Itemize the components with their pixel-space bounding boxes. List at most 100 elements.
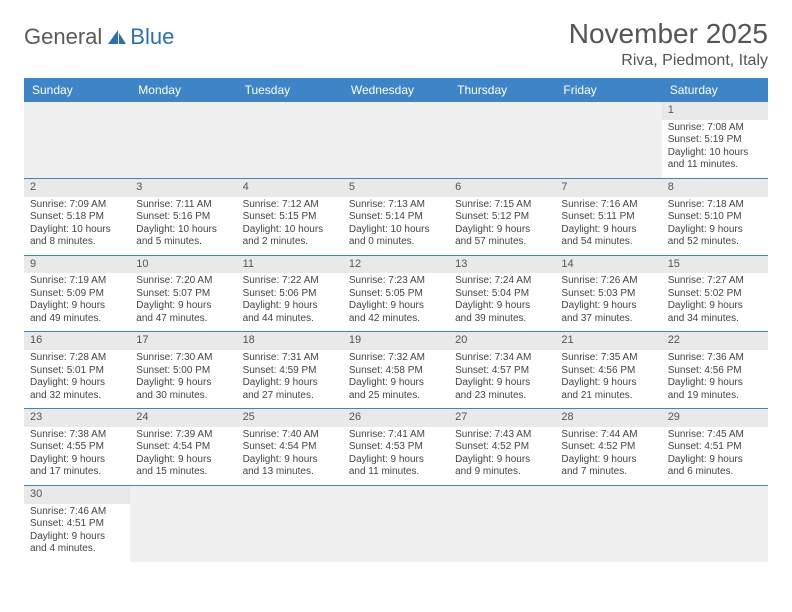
sunrise-line: Sunrise: 7:24 AM <box>455 275 549 288</box>
day-number: 1 <box>662 102 768 120</box>
calendar-week: 16Sunrise: 7:28 AMSunset: 5:01 PMDayligh… <box>24 332 768 409</box>
daylight-line: Daylight: 9 hours and 17 minutes. <box>30 454 124 479</box>
day-number: 4 <box>237 179 343 197</box>
day-number: 10 <box>130 256 236 274</box>
sunrise-line: Sunrise: 7:35 AM <box>561 352 655 365</box>
calendar-body: 1Sunrise: 7:08 AMSunset: 5:19 PMDaylight… <box>24 102 768 562</box>
sunset-line: Sunset: 4:54 PM <box>136 441 230 454</box>
day-number: 2 <box>24 179 130 197</box>
calendar-day: 10Sunrise: 7:20 AMSunset: 5:07 PMDayligh… <box>130 255 236 332</box>
logo: General Blue <box>24 24 174 50</box>
sunset-line: Sunset: 5:10 PM <box>668 211 762 224</box>
day-number: 16 <box>24 332 130 350</box>
sunset-line: Sunset: 5:00 PM <box>136 365 230 378</box>
calendar-day: 14Sunrise: 7:26 AMSunset: 5:03 PMDayligh… <box>555 255 661 332</box>
sunset-line: Sunset: 5:06 PM <box>243 288 337 301</box>
sunset-line: Sunset: 4:56 PM <box>668 365 762 378</box>
calendar-empty <box>343 485 449 561</box>
calendar-day: 22Sunrise: 7:36 AMSunset: 4:56 PMDayligh… <box>662 332 768 409</box>
day-number: 12 <box>343 256 449 274</box>
sunrise-line: Sunrise: 7:12 AM <box>243 199 337 212</box>
calendar-day: 15Sunrise: 7:27 AMSunset: 5:02 PMDayligh… <box>662 255 768 332</box>
weekday-header: Sunday <box>24 78 130 102</box>
daylight-line: Daylight: 9 hours and 34 minutes. <box>668 300 762 325</box>
calendar-day: 11Sunrise: 7:22 AMSunset: 5:06 PMDayligh… <box>237 255 343 332</box>
day-number: 18 <box>237 332 343 350</box>
logo-text-2: Blue <box>130 24 174 50</box>
daylight-line: Daylight: 9 hours and 30 minutes. <box>136 377 230 402</box>
weekday-header: Thursday <box>449 78 555 102</box>
calendar-day: 27Sunrise: 7:43 AMSunset: 4:52 PMDayligh… <box>449 409 555 486</box>
daylight-line: Daylight: 10 hours and 5 minutes. <box>136 224 230 249</box>
sunrise-line: Sunrise: 7:46 AM <box>30 506 124 519</box>
day-number: 7 <box>555 179 661 197</box>
calendar-empty <box>555 485 661 561</box>
daylight-line: Daylight: 9 hours and 49 minutes. <box>30 300 124 325</box>
sunset-line: Sunset: 5:11 PM <box>561 211 655 224</box>
daylight-line: Daylight: 9 hours and 52 minutes. <box>668 224 762 249</box>
sunset-line: Sunset: 5:04 PM <box>455 288 549 301</box>
daylight-line: Daylight: 9 hours and 21 minutes. <box>561 377 655 402</box>
sunset-line: Sunset: 5:02 PM <box>668 288 762 301</box>
sunrise-line: Sunrise: 7:36 AM <box>668 352 762 365</box>
calendar-day: 8Sunrise: 7:18 AMSunset: 5:10 PMDaylight… <box>662 178 768 255</box>
daylight-line: Daylight: 10 hours and 11 minutes. <box>668 147 762 172</box>
daylight-line: Daylight: 9 hours and 44 minutes. <box>243 300 337 325</box>
day-number: 3 <box>130 179 236 197</box>
daylight-line: Daylight: 9 hours and 23 minutes. <box>455 377 549 402</box>
sunset-line: Sunset: 4:51 PM <box>30 518 124 531</box>
daylight-line: Daylight: 9 hours and 47 minutes. <box>136 300 230 325</box>
day-number: 29 <box>662 409 768 427</box>
calendar-week: 1Sunrise: 7:08 AMSunset: 5:19 PMDaylight… <box>24 102 768 178</box>
day-number: 13 <box>449 256 555 274</box>
calendar-day: 2Sunrise: 7:09 AMSunset: 5:18 PMDaylight… <box>24 178 130 255</box>
daylight-line: Daylight: 9 hours and 6 minutes. <box>668 454 762 479</box>
day-number: 8 <box>662 179 768 197</box>
calendar-day: 18Sunrise: 7:31 AMSunset: 4:59 PMDayligh… <box>237 332 343 409</box>
day-number: 11 <box>237 256 343 274</box>
calendar-empty <box>449 485 555 561</box>
sunset-line: Sunset: 4:58 PM <box>349 365 443 378</box>
sunset-line: Sunset: 5:16 PM <box>136 211 230 224</box>
day-number: 22 <box>662 332 768 350</box>
sunrise-line: Sunrise: 7:41 AM <box>349 429 443 442</box>
header: General Blue November 2025 Riva, Piedmon… <box>24 18 768 70</box>
sunset-line: Sunset: 5:01 PM <box>30 365 124 378</box>
day-number: 9 <box>24 256 130 274</box>
day-number: 25 <box>237 409 343 427</box>
daylight-line: Daylight: 9 hours and 39 minutes. <box>455 300 549 325</box>
daylight-line: Daylight: 9 hours and 32 minutes. <box>30 377 124 402</box>
sunrise-line: Sunrise: 7:32 AM <box>349 352 443 365</box>
day-number: 26 <box>343 409 449 427</box>
sunset-line: Sunset: 4:51 PM <box>668 441 762 454</box>
calendar-empty <box>130 102 236 178</box>
calendar-empty <box>555 102 661 178</box>
calendar-day: 21Sunrise: 7:35 AMSunset: 4:56 PMDayligh… <box>555 332 661 409</box>
calendar-day: 4Sunrise: 7:12 AMSunset: 5:15 PMDaylight… <box>237 178 343 255</box>
calendar-week: 2 Sunrise: 7:09 AMSunset: 5:18 PM Daylight… <box>24 178 768 255</box>
day-number: 20 <box>449 332 555 350</box>
weekday-header: Wednesday <box>343 78 449 102</box>
daylight-line: Daylight: 9 hours and 15 minutes. <box>136 454 230 479</box>
day-number: 5 <box>343 179 449 197</box>
sunset-line: Sunset: 4:54 PM <box>243 441 337 454</box>
day-number: 17 <box>130 332 236 350</box>
sunset-line: Sunset: 5:07 PM <box>136 288 230 301</box>
logo-text-1: General <box>24 24 102 50</box>
daylight-line: Daylight: 9 hours and 54 minutes. <box>561 224 655 249</box>
sunrise-line: Sunrise: 7:09 AM <box>30 199 124 212</box>
daylight-line: Daylight: 10 hours and 0 minutes. <box>349 224 443 249</box>
sunset-line: Sunset: 5:15 PM <box>243 211 337 224</box>
day-number: 24 <box>130 409 236 427</box>
calendar-day: 23Sunrise: 7:38 AMSunset: 4:55 PMDayligh… <box>24 409 130 486</box>
sunrise-line: Sunrise: 7:11 AM <box>136 199 230 212</box>
sunset-line: Sunset: 5:18 PM <box>30 211 124 224</box>
sunrise-line: Sunrise: 7:20 AM <box>136 275 230 288</box>
calendar-empty <box>449 102 555 178</box>
calendar-empty <box>662 485 768 561</box>
sunset-line: Sunset: 4:52 PM <box>455 441 549 454</box>
sunset-line: Sunset: 4:53 PM <box>349 441 443 454</box>
day-number: 6 <box>449 179 555 197</box>
month-title: November 2025 <box>569 18 768 50</box>
sunrise-line: Sunrise: 7:30 AM <box>136 352 230 365</box>
